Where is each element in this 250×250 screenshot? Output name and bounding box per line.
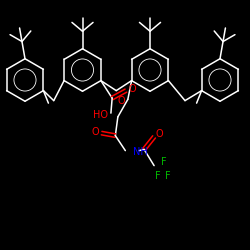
Text: F: F [155,170,161,180]
Text: O: O [92,127,99,137]
Text: O: O [128,84,136,94]
Text: F: F [161,157,167,167]
Text: O: O [118,96,126,106]
Text: F: F [165,170,171,180]
Text: O: O [155,130,163,140]
Text: HO: HO [94,110,108,120]
Text: NH: NH [133,147,148,157]
